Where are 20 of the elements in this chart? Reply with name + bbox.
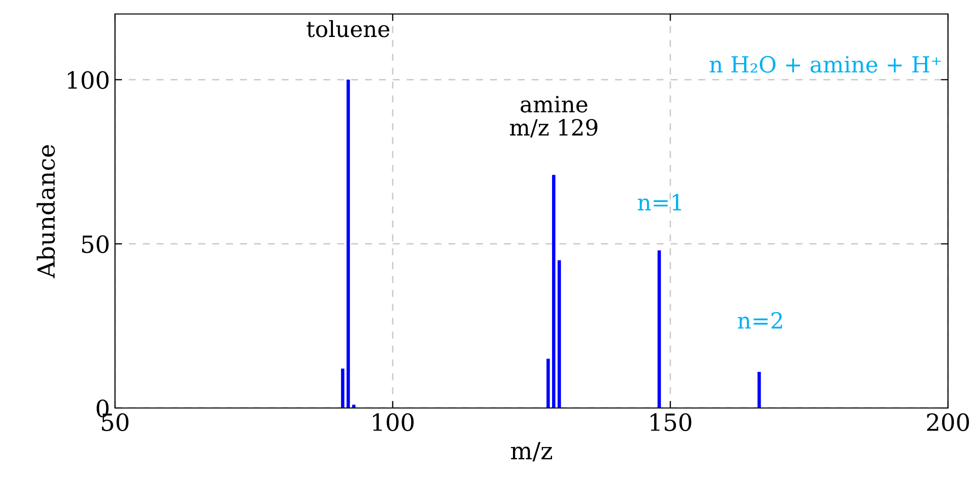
annotation: n=1 bbox=[638, 194, 681, 210]
x-tick-label: 150 bbox=[650, 413, 692, 432]
annotation: toluene bbox=[306, 20, 390, 38]
bar bbox=[352, 404, 356, 408]
annotation: n=2 bbox=[738, 312, 782, 329]
bar bbox=[552, 174, 556, 408]
x-axis-title: m/z bbox=[510, 442, 552, 462]
y-axis-title: Abundance bbox=[36, 145, 55, 278]
x-tick-label: 100 bbox=[373, 413, 414, 432]
bar bbox=[546, 358, 550, 408]
bar bbox=[341, 368, 344, 408]
bar bbox=[658, 250, 661, 408]
annotation: n H₂O + amine + H⁺ bbox=[710, 56, 941, 73]
bar bbox=[558, 260, 561, 408]
bar bbox=[346, 80, 350, 408]
y-tick-label: 50 bbox=[82, 235, 109, 254]
annotation: amine m/z 129 bbox=[510, 96, 598, 138]
x-tick-label: 200 bbox=[927, 413, 969, 432]
bar bbox=[758, 372, 761, 408]
y-tick-label: 100 bbox=[68, 71, 109, 89]
